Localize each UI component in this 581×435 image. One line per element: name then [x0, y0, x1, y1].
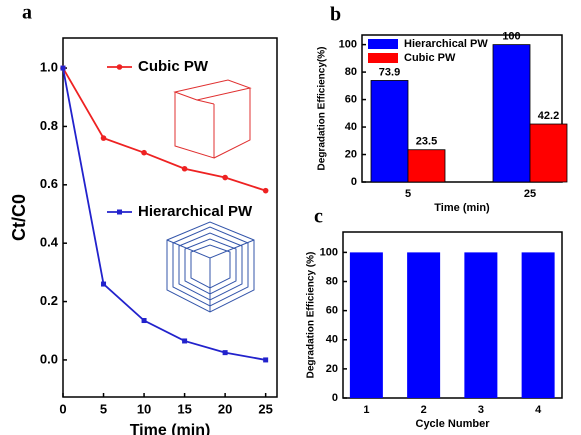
- legend-label: Cubic PW: [138, 58, 209, 75]
- point: [222, 175, 228, 181]
- x-tick-label: 5: [100, 401, 107, 416]
- value-label: 73.9: [379, 66, 400, 78]
- x-tick-label: 3: [478, 404, 484, 416]
- point: [263, 357, 268, 362]
- legend-swatch: [368, 53, 398, 63]
- value-label: 100: [502, 31, 520, 43]
- x-tick-label: 4: [535, 404, 542, 416]
- bar: [350, 252, 383, 398]
- legend-marker: [117, 64, 123, 70]
- point: [101, 282, 106, 287]
- point: [141, 150, 147, 156]
- x-axis-label: Cycle Number: [416, 418, 491, 430]
- x-tick-label: 15: [177, 401, 191, 416]
- panel-label: b: [330, 4, 341, 26]
- y-tick-label: 0: [351, 176, 357, 188]
- panel-label: a: [22, 2, 32, 24]
- bar: [530, 124, 567, 182]
- value-label: 42.2: [538, 110, 559, 122]
- y-axis-label: Degradation Efficiency (%): [306, 252, 317, 379]
- point: [142, 318, 147, 323]
- x-axis-label: Time (min): [130, 422, 211, 435]
- y-tick-label: 0.2: [40, 293, 58, 308]
- bar: [464, 252, 497, 398]
- point: [61, 66, 66, 71]
- legend-marker: [117, 210, 122, 215]
- y-tick-label: 0.0: [40, 351, 58, 366]
- legend-label: Cubic PW: [404, 52, 456, 64]
- y-tick-label: 0.6: [40, 176, 58, 191]
- x-tick-label: 10: [137, 401, 151, 416]
- point: [101, 135, 107, 141]
- figure: a0.00.20.40.60.81.0Time (min)Ct/C0051015…: [0, 0, 581, 435]
- y-tick-label: 100: [339, 39, 357, 51]
- y-tick-label: 40: [345, 121, 357, 133]
- y-tick-label: 60: [345, 93, 357, 105]
- panel-label: c: [314, 206, 323, 228]
- y-tick-label: 20: [326, 363, 338, 375]
- x-tick-label: 25: [524, 188, 536, 200]
- bar: [522, 252, 555, 398]
- y-tick-label: 0.4: [40, 235, 59, 250]
- x-tick-label: 25: [258, 401, 272, 416]
- y-tick-label: 40: [326, 334, 338, 346]
- point: [182, 338, 187, 343]
- y-tick-label: 20: [345, 148, 357, 160]
- x-axis-label: Time (min): [434, 202, 490, 214]
- y-tick-label: 0: [332, 392, 338, 404]
- y-tick-label: 60: [326, 305, 338, 317]
- y-tick-label: 1.0: [40, 60, 58, 75]
- x-tick-label: 5: [405, 188, 411, 200]
- legend-label: Hierarchical PW: [404, 38, 488, 50]
- bar: [408, 150, 445, 182]
- x-tick-label: 1: [363, 404, 369, 416]
- bar: [407, 252, 440, 398]
- y-axis-label: Ct/C0: [9, 194, 29, 241]
- y-tick-label: 100: [320, 246, 338, 258]
- point: [263, 188, 269, 194]
- bar: [371, 80, 408, 182]
- legend-swatch: [368, 39, 398, 49]
- y-tick-label: 80: [345, 66, 357, 78]
- x-tick-label: 0: [59, 401, 66, 416]
- point: [182, 166, 188, 172]
- bar: [493, 45, 530, 182]
- y-tick-label: 80: [326, 275, 338, 287]
- x-tick-label: 20: [218, 401, 232, 416]
- x-tick-label: 2: [421, 404, 427, 416]
- y-axis-label: Degradation Efficiency(%): [317, 47, 328, 171]
- y-tick-label: 0.8: [40, 118, 58, 133]
- legend-label: Hierarchical PW: [138, 203, 253, 220]
- point: [223, 350, 228, 355]
- value-label: 23.5: [416, 136, 437, 148]
